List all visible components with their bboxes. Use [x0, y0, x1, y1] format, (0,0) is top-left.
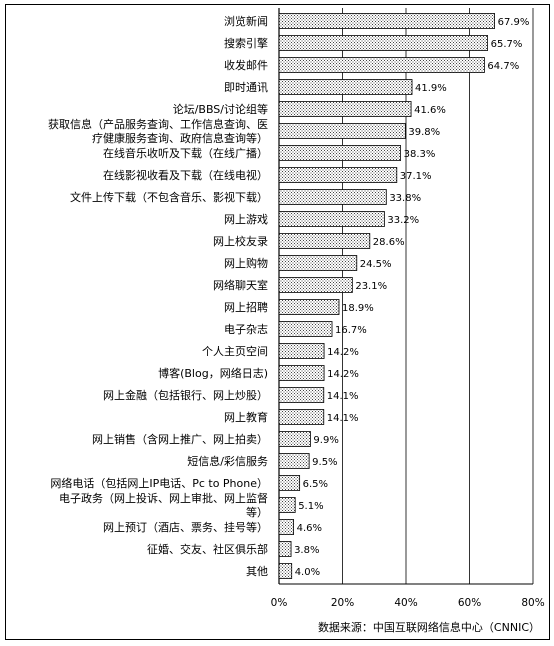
category-label: 个人主页空间 — [202, 344, 268, 358]
category-label: 网络电话（包括网上IP电话、Pc to Phone） — [50, 476, 268, 490]
bar-value-label: 14.1% — [327, 413, 359, 424]
bar-value-label: 9.9% — [313, 435, 338, 446]
category-label: 获取信息（产品服务查询、工作信息查询、医疗健康服务查询、政府信息查询等） — [48, 117, 268, 145]
category-label: 网上教育 — [224, 410, 268, 424]
bar-value-label: 14.1% — [327, 391, 359, 402]
bar — [278, 145, 402, 161]
bar-value-label: 64.7% — [487, 61, 519, 72]
bar — [278, 299, 340, 315]
bar-value-label: 18.9% — [342, 303, 374, 314]
category-label: 网上金融（包括银行、网上炒股） — [103, 388, 268, 402]
bar — [278, 79, 413, 95]
bar-value-label: 4.0% — [295, 567, 320, 578]
bar — [278, 497, 296, 513]
source-note: 数据来源：中国互联网络信息中心（CNNIC） — [318, 620, 540, 634]
bar — [278, 321, 333, 337]
bars — [278, 13, 495, 579]
bar-value-label: 4.6% — [297, 523, 322, 534]
category-label: 网上招聘 — [224, 300, 268, 314]
x-tick-label: 40% — [394, 597, 417, 609]
x-tick-label: 80% — [521, 597, 544, 609]
bar — [278, 541, 292, 557]
bar-value-label: 14.2% — [327, 369, 359, 380]
bar — [278, 123, 406, 139]
category-label: 其他 — [246, 565, 268, 578]
category-labels: 浏览新闻搜索引擎收发邮件即时通讯论坛/BBS/讨论组等获取信息（产品服务查询、工… — [48, 14, 268, 578]
bar — [278, 277, 353, 293]
bar — [278, 255, 358, 271]
bar-value-label: 33.2% — [387, 215, 419, 226]
category-label: 博客(Blog，网络日志) — [158, 366, 268, 380]
bar-value-label: 33.8% — [389, 193, 421, 204]
bar — [278, 519, 295, 535]
category-label: 在线影视收看及下载（在线电视） — [103, 168, 268, 182]
bar — [278, 57, 485, 73]
category-label: 网上校友录 — [213, 234, 268, 248]
bar-value-label: 37.1% — [400, 171, 432, 182]
bar-value-label: 5.1% — [298, 501, 323, 512]
chart-frame — [5, 4, 550, 640]
bar-value-label: 39.8% — [408, 127, 440, 138]
bar — [278, 563, 293, 579]
category-label: 网上销售（含网上推广、网上拍卖） — [92, 432, 268, 446]
bar — [278, 453, 310, 469]
bar — [278, 101, 412, 117]
x-tick-label: 20% — [331, 597, 354, 609]
category-label: 在线音乐收听及下载（在线广播） — [103, 146, 268, 160]
bar-value-label: 41.6% — [414, 105, 446, 116]
bar — [278, 387, 325, 403]
bar — [278, 431, 311, 447]
category-label: 论坛/BBS/讨论组等 — [173, 102, 268, 116]
bar-value-label: 3.8% — [294, 545, 319, 556]
category-label: 网上预订（酒店、票务、挂号等） — [103, 520, 268, 534]
bar — [278, 409, 325, 425]
bar-value-label: 14.2% — [327, 347, 359, 358]
x-tick-labels: 0% 20% 40% 60% 80% — [271, 597, 545, 609]
category-label: 电子杂志 — [224, 323, 268, 336]
category-label: 收发邮件 — [224, 58, 268, 72]
bar — [278, 475, 301, 491]
x-tick-label: 0% — [271, 597, 288, 609]
bar-value-label: 23.1% — [355, 281, 387, 292]
bar — [278, 35, 488, 51]
category-label: 征婚、交友、社区俱乐部 — [147, 542, 268, 556]
bar — [278, 211, 385, 227]
bar-value-label: 38.3% — [404, 149, 436, 160]
bar — [278, 233, 371, 249]
bar — [278, 343, 325, 359]
category-label: 网络聊天室 — [213, 278, 268, 292]
category-label: 文件上传下载（不包含音乐、影视下载） — [70, 190, 268, 204]
bar-value-label: 65.7% — [491, 39, 523, 50]
bar-value-label: 28.6% — [373, 237, 405, 248]
bar — [278, 189, 387, 205]
bar-value-label: 41.9% — [415, 83, 447, 94]
category-label: 网上游戏 — [224, 213, 268, 226]
value-labels: 67.9% 65.7% 64.7% 41.9% 41.6% 39.8% 38.3% 37.1%… — [294, 17, 529, 578]
bar-value-label: 67.9% — [498, 17, 530, 28]
category-label: 即时通讯 — [224, 81, 268, 94]
bar — [278, 13, 495, 29]
bar-value-label: 9.5% — [312, 457, 337, 468]
category-label: 搜索引擎 — [224, 36, 268, 50]
bar — [278, 365, 325, 381]
bar-value-label: 16.7% — [335, 325, 367, 336]
category-label: 浏览新闻 — [224, 14, 268, 28]
bar-value-label: 6.5% — [303, 479, 328, 490]
category-label: 电子政务（网上投诉、网上审批、网上监督等） — [59, 491, 268, 519]
x-tick-label: 60% — [458, 597, 481, 609]
category-label: 短信息/彩信服务 — [187, 454, 268, 468]
bar-value-label: 24.5% — [360, 259, 392, 270]
bar — [278, 167, 398, 183]
category-label: 网上购物 — [224, 256, 268, 270]
